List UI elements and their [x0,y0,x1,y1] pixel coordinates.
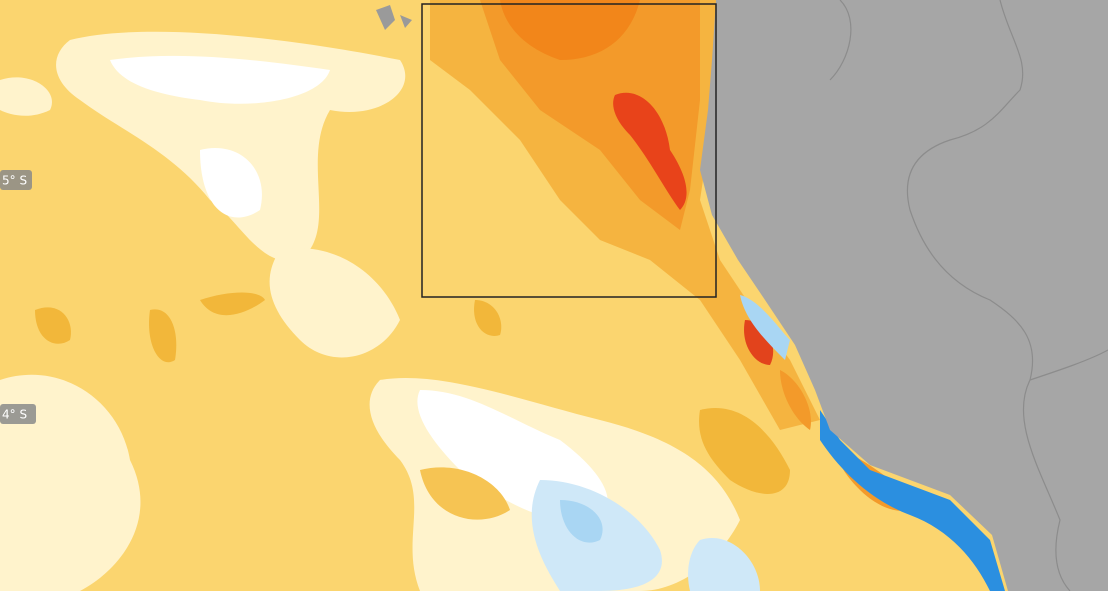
latitude-label: 4° S [2,408,27,422]
land [376,0,1108,591]
label-background [0,404,36,424]
label-background [0,170,32,190]
latitude-label: 5° S [2,174,27,188]
focus-box [421,3,717,298]
latitude-labels: 5° S 4° S [0,170,36,424]
